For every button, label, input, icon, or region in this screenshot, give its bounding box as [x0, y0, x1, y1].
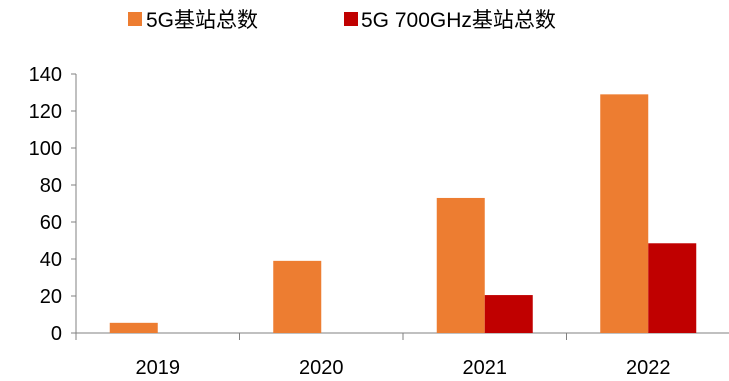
x-axis: 2019 2020 2021 2022 [75, 332, 729, 379]
y-tick-label: 80 [40, 175, 62, 197]
bar-5g-total-2022 [600, 94, 649, 333]
y-tick-label: 140 [29, 64, 62, 86]
bar-5g-total-2019 [109, 322, 158, 333]
legend-swatch-5g-total [128, 12, 142, 26]
legend: 5G基站总数 5G 700GHz基站总数 [128, 9, 556, 32]
y-tick-label: 100 [29, 138, 62, 160]
x-tick-label: 2019 [136, 357, 181, 379]
legend-label-5g-700-total: 5G 700GHz基站总数 [361, 9, 556, 32]
y-tick-label: 60 [40, 212, 62, 234]
y-tick-label: 40 [40, 249, 62, 271]
x-tick-label: 2021 [463, 357, 508, 379]
y-tick-label: 120 [29, 101, 62, 123]
x-tick-label: 2020 [299, 357, 344, 379]
legend-swatch-5g-700-total [344, 12, 358, 26]
bar-5g-total-2020 [273, 260, 322, 333]
legend-label-5g-total: 5G基站总数 [146, 9, 258, 32]
bar-5g-total-2021 [436, 197, 485, 333]
bar-5g-700-total-2022 [648, 243, 697, 333]
y-tick-label: 20 [40, 286, 62, 308]
y-tick-label: 0 [51, 323, 62, 345]
y-axis: 0 20 40 60 80 100 120 140 [29, 64, 77, 345]
x-tick-label: 2022 [626, 357, 671, 379]
bar-5g-700-total-2021 [484, 295, 533, 333]
bars [109, 94, 697, 333]
